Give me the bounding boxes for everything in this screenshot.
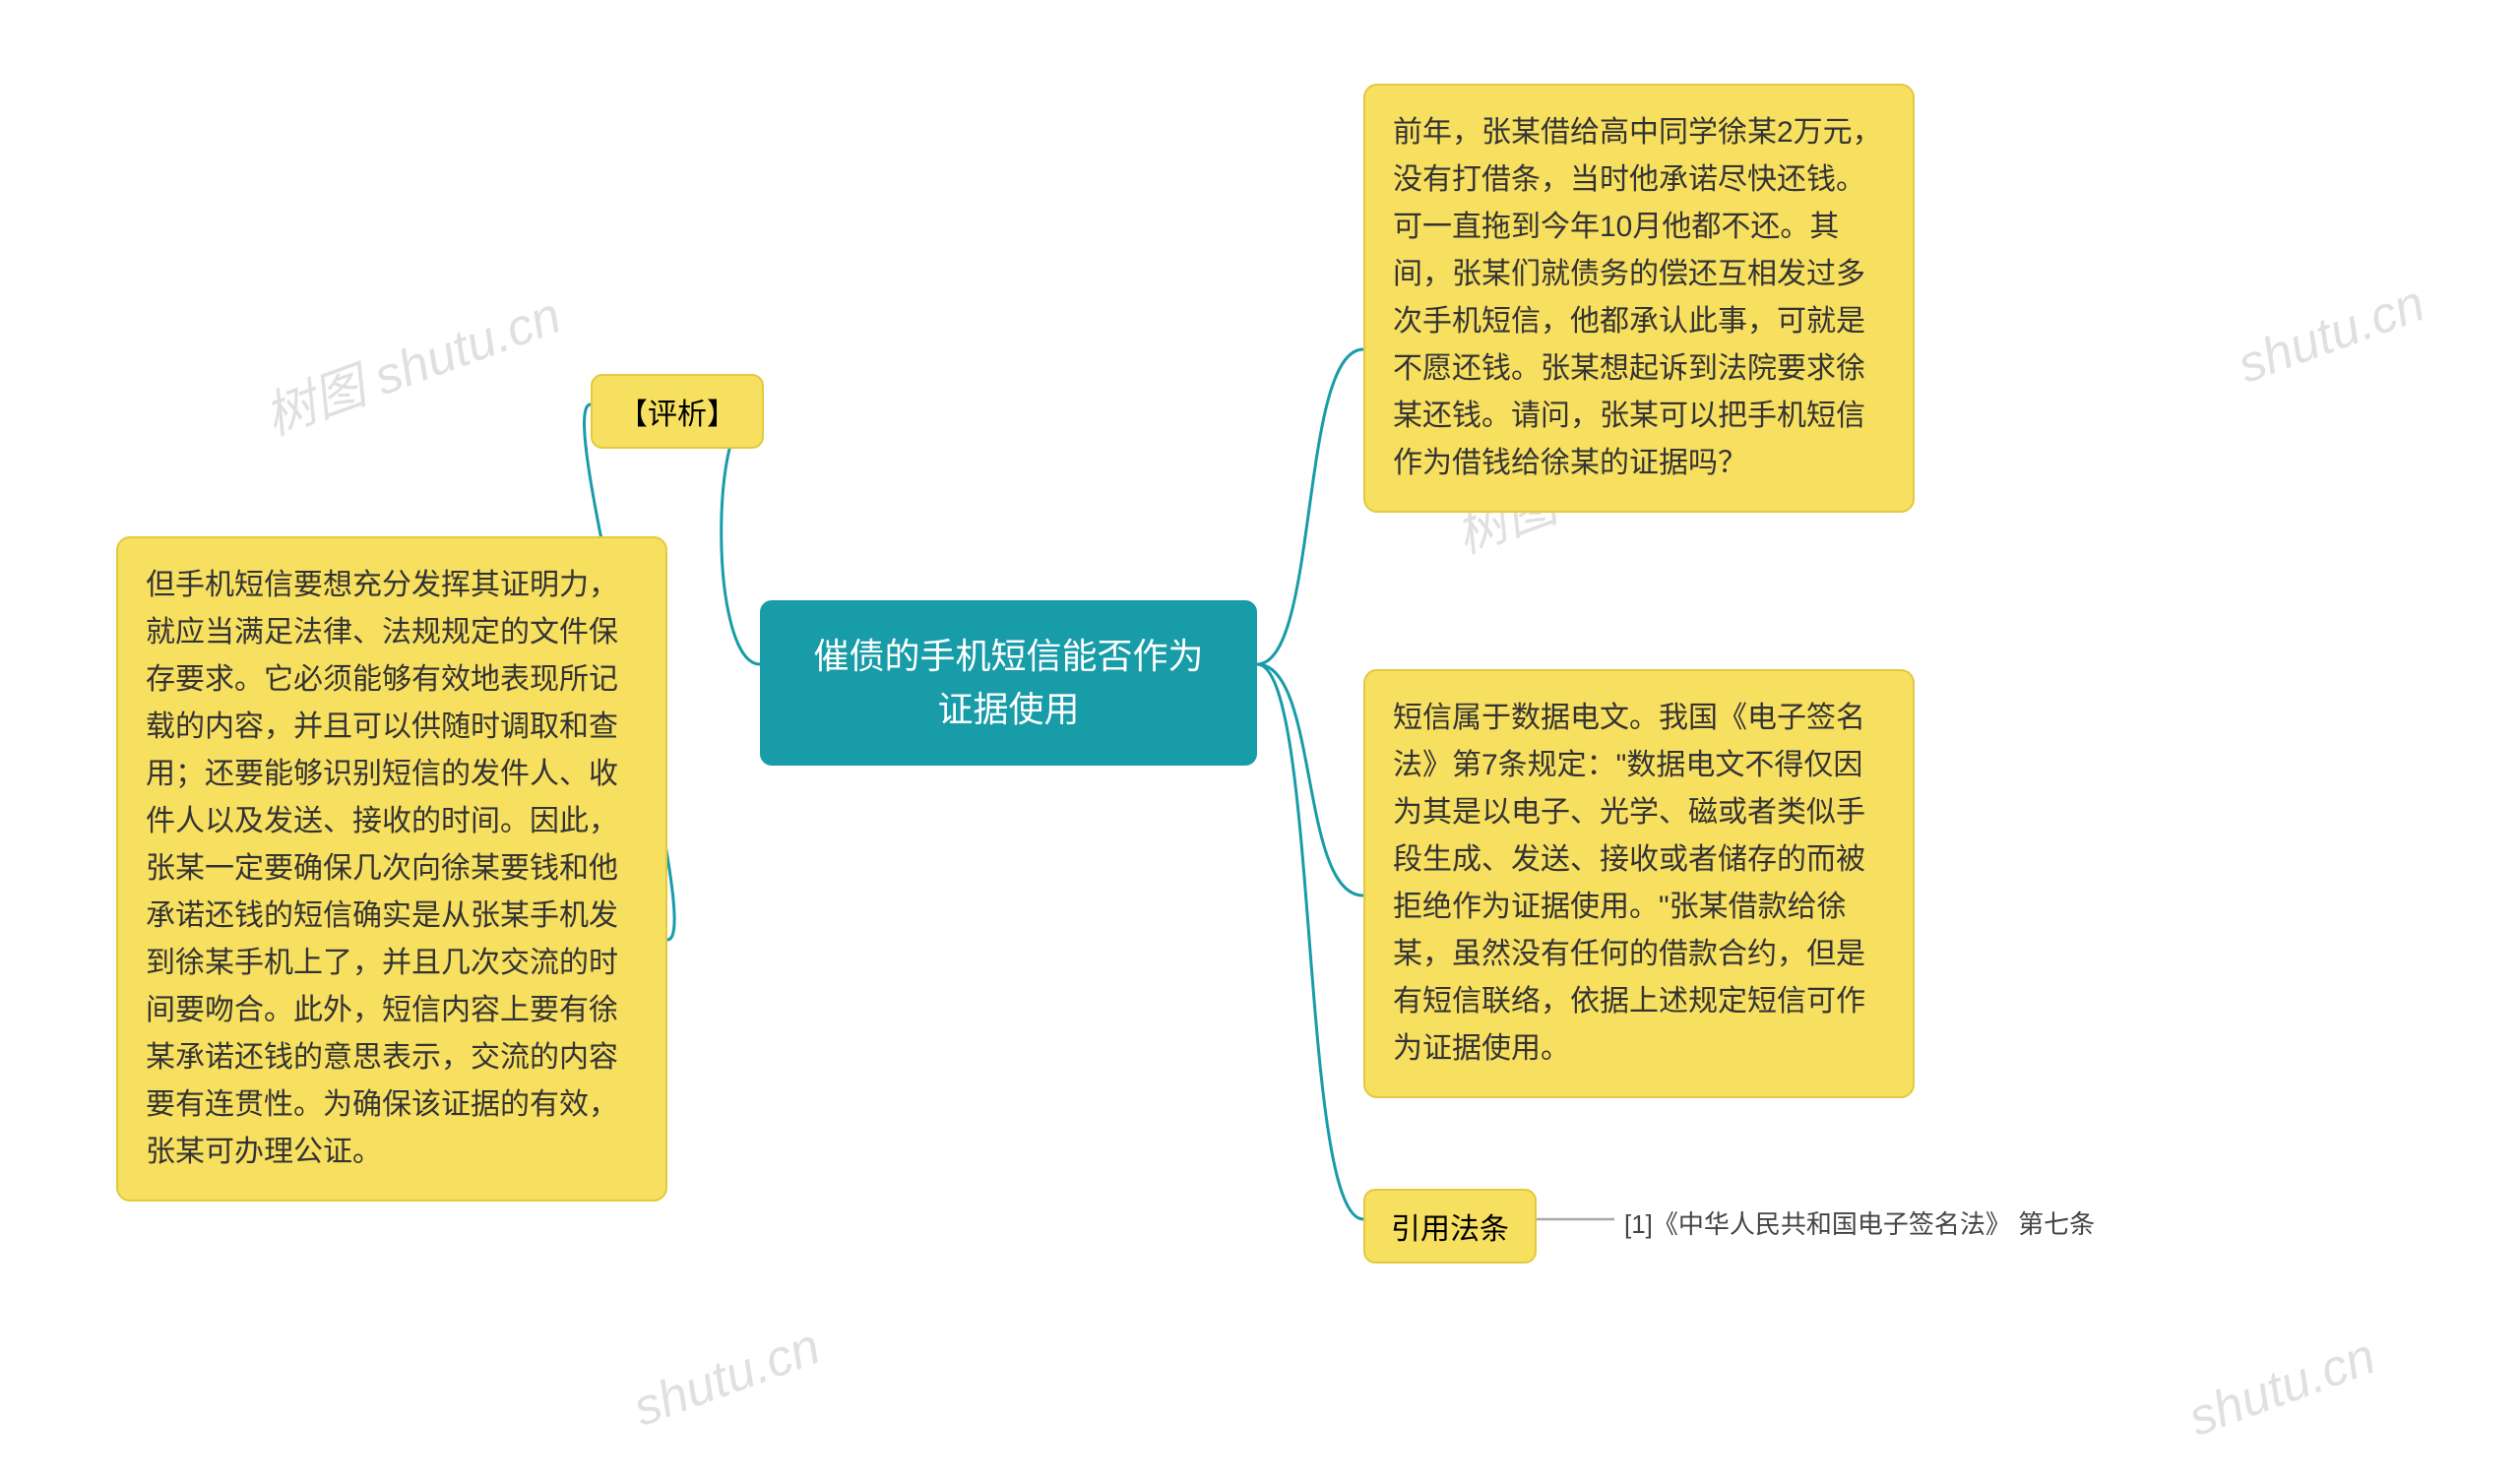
watermark: 树图 shutu.cn bbox=[253, 274, 570, 449]
watermark: shutu.cn bbox=[626, 1317, 828, 1439]
right-law-explain-node: 短信属于数据电文。我国《电子签名法》第7条规定："数据电文不得仅因为其是以电子、… bbox=[1363, 669, 1915, 1098]
law-reference-label-text: 引用法条 bbox=[1391, 1213, 1509, 1246]
right-case-text: 前年，张某借给高中同学徐某2万元，没有打借条，当时他承诺尽快还钱。可一直拖到今年… bbox=[1393, 116, 1882, 479]
mindmap-canvas: 树图 shutu.cn shutu.cn 树图 shutu.cn shutu.c… bbox=[0, 0, 2520, 1481]
center-node: 催债的手机短信能否作为 证据使用 bbox=[760, 600, 1257, 766]
left-label-analysis: 【评析】 bbox=[591, 374, 764, 449]
law-reference-label: 引用法条 bbox=[1363, 1189, 1537, 1264]
watermark: shutu.cn bbox=[2181, 1327, 2383, 1449]
watermark: shutu.cn bbox=[2231, 274, 2432, 396]
center-text: 催债的手机短信能否作为 证据使用 bbox=[795, 630, 1222, 736]
law-reference-leaf: [1]《中华人民共和国电子签名法》 第七条 bbox=[1624, 1204, 2095, 1241]
left-body-text: 但手机短信要想充分发挥其证明力，就应当满足法律、法规规定的文件保存要求。它必须能… bbox=[146, 569, 618, 1168]
right-law-explain-text: 短信属于数据电文。我国《电子签名法》第7条规定："数据电文不得仅因为其是以电子、… bbox=[1393, 702, 1865, 1065]
left-label-text: 【评析】 bbox=[618, 399, 736, 431]
law-reference-leaf-text: [1]《中华人民共和国电子签名法》 第七条 bbox=[1624, 1209, 2095, 1239]
left-body-node: 但手机短信要想充分发挥其证明力，就应当满足法律、法规规定的文件保存要求。它必须能… bbox=[116, 536, 667, 1202]
right-case-node: 前年，张某借给高中同学徐某2万元，没有打借条，当时他承诺尽快还钱。可一直拖到今年… bbox=[1363, 84, 1915, 513]
